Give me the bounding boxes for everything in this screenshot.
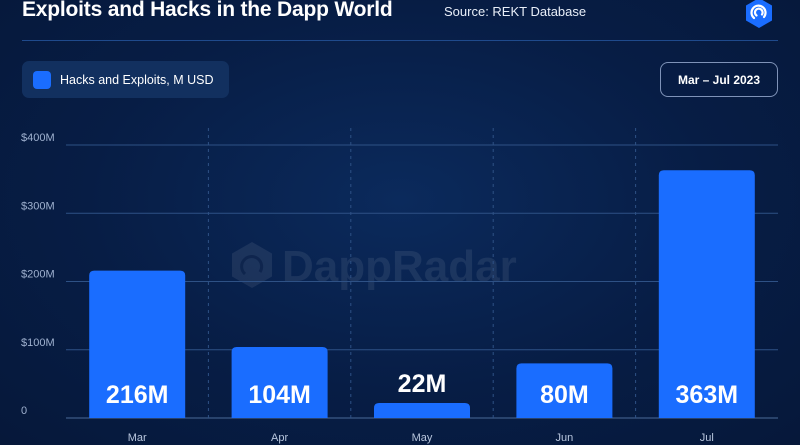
- data-label: 216M: [106, 381, 169, 409]
- bar-jul: [658, 170, 755, 418]
- x-tick-label: May: [412, 432, 433, 444]
- bar-apr: [231, 347, 328, 418]
- x-tick-label: Apr: [271, 432, 288, 444]
- bar-may: [374, 402, 470, 418]
- y-tick-label: $300M: [21, 200, 55, 212]
- x-tick-label: Mar: [128, 432, 147, 444]
- x-tick-label: Jun: [556, 432, 574, 444]
- x-tick-label: Jul: [700, 432, 714, 444]
- legend-swatch: [33, 70, 51, 89]
- date-range-badge: Mar – Jul 2023: [660, 62, 778, 97]
- y-tick-label: $200M: [21, 269, 55, 281]
- legend-label: Hacks and Exploits, M USD: [60, 72, 214, 87]
- bar-mar: [89, 270, 186, 418]
- dappradar-logo-icon: [746, 0, 772, 28]
- y-tick-label: 0: [21, 405, 27, 417]
- chart-title: Exploits and Hacks in the Dapp World: [22, 0, 393, 21]
- header-divider: [22, 40, 778, 41]
- dappradar-watermark: DappRadar: [232, 242, 517, 291]
- bar-jun: [516, 363, 613, 418]
- data-label: 363M: [676, 381, 739, 409]
- y-tick-label: $100M: [21, 337, 55, 349]
- data-label: 104M: [248, 381, 311, 409]
- watermark-text: DappRadar: [282, 242, 517, 291]
- legend: Hacks and Exploits, M USD: [22, 61, 229, 98]
- data-label: 22M: [398, 370, 447, 398]
- y-tick-label: $400M: [21, 132, 55, 144]
- data-label: 80M: [540, 381, 589, 409]
- chart-source: Source: REKT Database: [444, 4, 587, 19]
